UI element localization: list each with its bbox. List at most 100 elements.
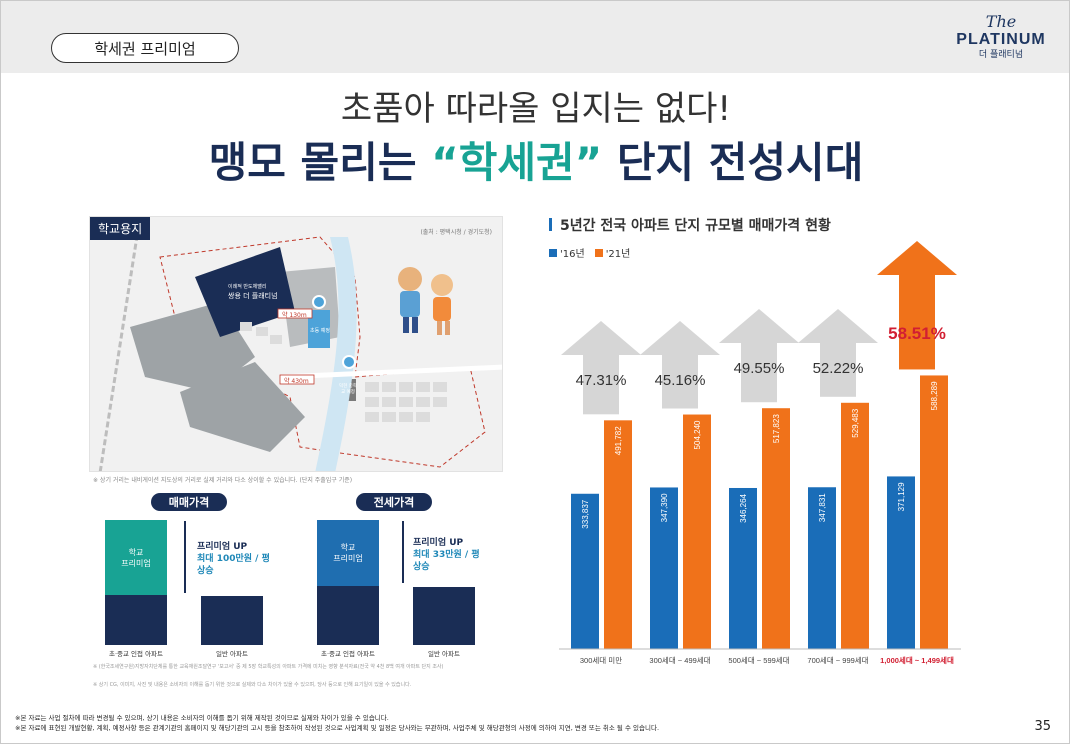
distance-label-1: 약 130m [282,312,307,319]
chart-legend: '16년 '21년 [549,245,630,260]
bar-2016-value: 333,837 [581,499,590,528]
growth-arrow-head [640,321,720,355]
bar-2016 [808,487,836,649]
price-bar-chart: 47.31% 333,837 491,782 300세대 미만 45.16% 347,39… [559,241,961,665]
bar-2016 [887,476,915,649]
growth-label: 49.55% [734,360,785,377]
legend-item-21: '21년 [594,245,631,260]
sale-premium-box-text: 학교 프리미엄 [121,548,151,568]
section-label: 학세권 프리미엄 [51,33,239,63]
bar-2021 [604,420,632,649]
footer-notes: ※본 자료는 사업 절차에 따라 변경될 수 있으며, 상기 내용은 소비자의 … [15,713,659,733]
bar-2021 [762,408,790,649]
lease-premium-box-text: 학교 프리미엄 [333,543,363,563]
bar-2016-value: 347,390 [660,493,669,522]
map-tag: 학교용지 [90,217,151,240]
chart-title: 5년간 전국 아파트 단지 규모별 매매가격 현황 [549,215,831,235]
category-label: 300세대 미만 [580,656,622,665]
logo-main: PLATINUM [956,31,1046,48]
category-label: 300세대 ~ 499세대 [649,656,710,665]
brand-logo: The PLATINUM 더 플래티넘 [955,13,1047,61]
bar-2021-value: 517,823 [772,414,781,443]
footer-line-2: ※본 자료에 표현된 개발현황, 계획, 예정사항 등은 관계기관의 홈페이지 … [15,724,660,732]
legend-item-16: '16년 [549,245,585,260]
category-label: 1,000세대 ~ 1,499세대 [880,655,954,665]
school-pin-2 [342,355,356,369]
school-pin-1 [312,295,326,309]
map-note: ※ 상기 거리는 내비게이션 지도상의 거리로 실제 거리와 다소 상이할 수 … [93,477,353,484]
map-source: (출처 : 평택시청 / 경기도청) [420,229,492,236]
sale-label-general: 일반 아파트 [216,650,248,658]
growth-label: 58.51% [888,324,946,343]
growth-arrow-shaft [741,343,777,403]
chart-title-text: 5년간 전국 아파트 단지 규모별 매매가격 현황 [560,218,831,234]
growth-label: 45.16% [655,372,706,389]
growth-arrow-shaft [899,275,935,370]
logo-script: The [985,12,1017,31]
bar-2021 [920,375,948,649]
growth-arrow-shaft [820,343,856,397]
page-number: 35 [1034,719,1051,734]
legend-label-21: '21년 [605,249,631,260]
headline-main: 맹모 몰리는 “학세권” 단지 전성시대 [1,129,1070,190]
growth-arrow-head [877,241,957,275]
school-location-map: 학교용지 (출처 : 평택시청 / 경기도청) 이례적 반도체밸리 쌍용 더 플… [89,216,503,472]
distance-label-2: 약 430m [284,378,309,385]
growth-arrow-shaft [662,355,698,409]
headline-part-1: 맹모 몰리는 [208,138,432,187]
sale-arrow-icon [184,521,186,593]
complex-label-small: 이례적 반도체밸리 [228,284,267,290]
growth-label: 47.31% [576,372,627,389]
sale-label-school: 초·중교 인접 아파트 [108,650,164,658]
legend-swatch-16 [549,248,557,257]
sale-school-premium-bar [105,520,167,595]
chart-title-accent [549,218,552,231]
bar-2021-value: 529,483 [851,408,860,437]
comparison-note-1: ※ (한국조세연구원)지방자치단체를 통한 교육재원조달연구 '보고서' 중 제… [93,664,444,670]
bar-2016 [729,487,757,649]
lease-label-school: 초·중교 인접 아파트 [320,650,376,658]
bar-2016-value: 346,264 [739,493,748,522]
complex-label: 쌍용 더 플래티넘 [228,292,278,300]
lease-arrow-icon [402,521,404,583]
growth-arrow-head [719,309,799,343]
lease-school-base-bar [317,586,379,645]
school-label-1: 초등 예정 [310,328,330,334]
sale-general-bar [201,596,263,645]
bar-2021-value: 588,289 [930,381,939,410]
growth-arrow-shaft [583,355,619,415]
sale-premium-text: 프리미엄 UP 최대 100만원 / 평 상승 [197,541,270,577]
bar-2016 [650,487,678,649]
logo-sub: 더 플래티넘 [978,50,1024,60]
bar-2016 [571,493,599,649]
legend-label-16: '16년 [560,249,585,260]
category-label: 500세대 ~ 599세대 [728,656,789,665]
bar-2021 [841,402,869,649]
sale-premium-rise: 상승 [197,566,214,576]
lease-label-general: 일반 아파트 [428,650,460,658]
lease-premium-up: 프리미엄 UP [413,538,464,548]
growth-arrow-head [798,309,878,343]
bar-2021-value: 491,782 [614,426,623,455]
lease-premium-text: 프리미엄 UP 최대 33만원 / 평 상승 [413,537,480,573]
growth-arrow-head [561,321,641,355]
bar-2016-value: 347,831 [818,493,827,522]
category-label: 700세대 ~ 999세대 [807,656,868,665]
lease-premium-rise: 상승 [413,562,430,572]
bar-2021 [683,414,711,649]
lease-general-bar [413,587,475,645]
headline-part-2: 단지 전성시대 [602,138,864,187]
bar-2016-value: 371,129 [897,482,906,511]
lease-price-title: 전세가격 [356,493,432,511]
bar-2021-value: 504,240 [693,420,702,449]
comparison-note-2: ※ 상기 CG, 이미지, 사진 및 내용은 소비자의 이해를 돕기 위한 것으… [93,682,412,688]
growth-label: 52.22% [813,360,864,377]
sale-premium-up: 프리미엄 UP [197,542,248,552]
footer-line-1: ※본 자료는 사업 절차에 따라 변경될 수 있으며, 상기 내용은 소비자의 … [15,714,389,722]
lease-school-premium-bar [317,520,379,586]
sale-school-base-bar [105,595,167,645]
map-graphic [90,217,502,471]
headline-sub: 초품아 따라올 입지는 없다! [340,89,732,129]
sale-price-title: 매매가격 [151,493,227,511]
